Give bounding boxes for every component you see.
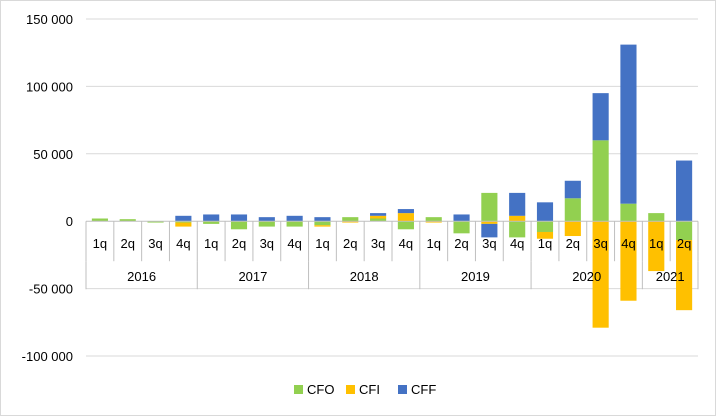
bar-cfi: [370, 215, 387, 219]
bar-cff: [481, 223, 498, 238]
bar-cfo: [453, 221, 470, 234]
bar-cff: [314, 217, 331, 222]
x-tick-label: 2q: [454, 236, 468, 251]
bar-cff: [453, 214, 470, 222]
bar-cfo: [648, 213, 665, 222]
x-tick-label: 1q: [204, 236, 218, 251]
legend-swatch-cfi: [346, 385, 355, 394]
bar-cfo: [230, 221, 248, 230]
x-group-label: 2016: [127, 269, 156, 284]
x-tick-label: 1q: [315, 236, 329, 251]
legend-swatch-cff: [398, 385, 407, 394]
legend-label-cff: CFF: [411, 382, 436, 397]
bar-cfi: [676, 240, 693, 311]
bar-cfi: [342, 221, 359, 223]
x-tick-label: 3q: [371, 236, 385, 251]
bar-cff: [397, 209, 414, 214]
x-group-label: 2019: [461, 269, 490, 284]
bar-cff: [676, 160, 693, 222]
x-tick-label: 3q: [260, 236, 274, 251]
x-tick-label: 4q: [510, 236, 524, 251]
bar-cfo: [592, 140, 609, 222]
bar-cfo: [370, 218, 387, 222]
bar-cff: [536, 202, 554, 222]
x-group-label: 2021: [656, 269, 685, 284]
x-tick-label: 3q: [148, 236, 162, 251]
x-tick-label: 2q: [232, 236, 246, 251]
bar-cfo: [620, 203, 637, 222]
legend: CFO CFI CFF: [294, 382, 436, 397]
bar-cff: [230, 214, 248, 222]
bar-cfo: [564, 198, 581, 222]
x-tick-label: 2q: [120, 236, 134, 251]
bar-cfi: [536, 231, 554, 239]
bar-cff: [370, 213, 387, 216]
x-tick-label: 4q: [287, 236, 301, 251]
bar-cfi: [175, 222, 192, 227]
bar-cfo: [536, 221, 554, 232]
y-tick-label: -100 000: [22, 349, 73, 364]
x-tick-label: 4q: [176, 236, 190, 251]
x-tick-label: 1q: [426, 236, 440, 251]
legend-label-cfo: CFO: [307, 382, 334, 397]
bar-cfi: [509, 215, 526, 222]
bar-cfi: [397, 213, 414, 222]
bar-cff: [509, 192, 526, 216]
bar-cff: [564, 180, 581, 199]
x-tick-label: 4q: [399, 236, 413, 251]
x-tick-label: 1q: [93, 236, 107, 251]
bar-cfi: [314, 225, 331, 227]
bar-cff: [620, 44, 637, 204]
bar-cfo: [203, 221, 220, 224]
bar-cfo: [342, 217, 359, 222]
bar-cff: [175, 215, 192, 222]
bar-cff: [592, 93, 609, 141]
x-tick-label: 1q: [538, 236, 552, 251]
y-tick-label: 0: [66, 214, 73, 229]
bar-cfo: [258, 221, 275, 227]
x-tick-label: 3q: [482, 236, 496, 251]
bar-cfi: [481, 221, 498, 224]
y-tick-label: 150 000: [26, 12, 73, 27]
x-tick-label: 1q: [649, 236, 663, 251]
bar-cff: [203, 214, 220, 222]
x-group-label: 2017: [238, 269, 267, 284]
y-tick-label: 100 000: [26, 79, 73, 94]
x-tick-label: 4q: [621, 236, 635, 251]
x-group-label: 2018: [350, 269, 379, 284]
bar-cfi: [425, 221, 442, 223]
bar-cfo: [91, 218, 108, 222]
x-tick-label: 2q: [343, 236, 357, 251]
bar-cfo: [147, 221, 164, 223]
x-group-label: 2020: [572, 269, 601, 284]
bar-cfi: [564, 221, 581, 237]
legend-swatch-cfo: [294, 385, 303, 394]
legend-label-cfi: CFI: [359, 382, 380, 397]
bar-cfo: [314, 221, 331, 226]
x-tick-label: 2q: [677, 236, 691, 251]
bar-cfo: [286, 221, 303, 227]
bar-cff: [286, 215, 303, 222]
bars: [91, 44, 693, 328]
bar-cfi: [620, 221, 637, 301]
y-tick-label: -50 000: [29, 282, 73, 297]
x-axis: 1q 2q 3q 4q 1q 2q 3q 4q 1q 2q 3q 4q 1q 2q 3q 4q 1q 2q 3q 4q…: [85, 220, 699, 290]
bar-cfo: [425, 217, 442, 222]
bar-cfo: [481, 192, 498, 222]
bar-cfo: [509, 221, 526, 238]
bar-cff: [258, 217, 275, 222]
bar-cfi: [592, 221, 609, 328]
y-axis-tick-labels: -100 000 -50 000 0 50 000 100 000 150 000: [22, 12, 73, 364]
bar-cfi: [648, 221, 665, 272]
bar-cfo: [676, 221, 693, 241]
x-tick-label: 3q: [593, 236, 607, 251]
bar-cfo: [175, 221, 192, 223]
y-tick-label: 50 000: [33, 147, 73, 162]
x-tick-label: 2q: [566, 236, 580, 251]
bar-cfo: [397, 221, 414, 230]
bar-cfo: [119, 219, 136, 222]
